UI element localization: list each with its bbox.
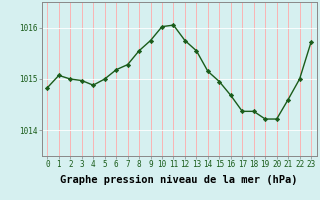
X-axis label: Graphe pression niveau de la mer (hPa): Graphe pression niveau de la mer (hPa): [60, 175, 298, 185]
